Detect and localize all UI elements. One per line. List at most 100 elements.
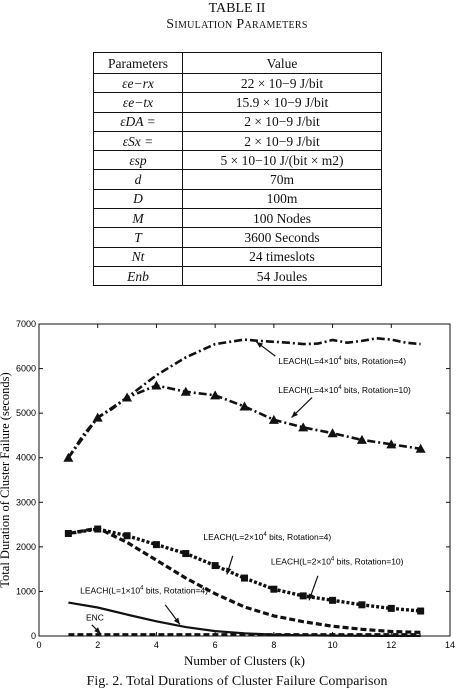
annotation-arrowhead	[173, 617, 180, 625]
data-point-square	[299, 592, 307, 600]
series-annotation: ENC	[86, 612, 104, 622]
x-tick-label: 10	[328, 640, 338, 650]
series-annotation: LEACH(L=4×104 bits, Rotation=4)	[278, 356, 406, 366]
table-row: M 100 Nodes	[93, 208, 382, 229]
series-annotation: LEACH(L=2×104 bits, Rotation=4)	[203, 532, 331, 542]
data-point-square	[241, 574, 248, 582]
table-row: εsp 5 × 10−10 J/(bit × m2)	[93, 150, 382, 171]
data-point-triangle	[298, 422, 309, 432]
value-cell: 2 × 10−9 J/bit	[182, 130, 382, 152]
value-cell: 100m	[182, 188, 382, 210]
param-cell: D	[93, 188, 183, 210]
y-tick-label: 5000	[16, 408, 36, 418]
header-value: Value	[182, 52, 382, 74]
data-point-triangle	[180, 386, 191, 396]
cluster-failure-chart: 0 2 4 6 8 10 12 14 0 1000 2000 3000 4000 5000 6000 7000…	[0, 319, 455, 668]
series-line	[67, 384, 421, 459]
value-cell: 22 × 10−9 J/bit	[182, 72, 382, 94]
y-tick-label: 2000	[16, 542, 36, 552]
y-tick-label: 4000	[16, 453, 36, 463]
table-row: εDA = 2 × 10−9 J/bit	[93, 111, 382, 132]
value-cell: 100 Nodes	[182, 208, 382, 229]
data-point-triangle	[268, 414, 279, 424]
param-cell: εe−tx	[93, 92, 183, 113]
x-tick-label: 0	[36, 640, 41, 650]
param-cell: M	[93, 208, 183, 229]
table-row: T 3600 Seconds	[93, 227, 382, 248]
value-cell: 54 Joules	[182, 265, 382, 287]
data-point-triangle	[239, 401, 250, 411]
data-point-square	[329, 596, 337, 604]
data-point-triangle	[386, 439, 397, 449]
data-point-triangle	[151, 380, 162, 390]
data-point-square	[152, 541, 160, 549]
series-annotation: LEACH(L=2×104 bits, Rotation=10)	[271, 557, 404, 567]
table-row: εe−rx 22 × 10−9 J/bit	[93, 72, 382, 94]
x-tick-label: 4	[154, 640, 159, 650]
value-cell: 5 × 10−10 J/(bit × m2)	[182, 150, 382, 171]
data-point-square	[182, 550, 190, 558]
data-point-triangle	[63, 452, 74, 462]
table-subtitle: Simulation Parameters	[166, 17, 308, 32]
figure-caption: Fig. 2. Total Durations of Cluster Failu…	[86, 674, 388, 689]
data-point-triangle	[92, 412, 103, 422]
param-cell: εSx =	[93, 130, 183, 152]
param-cell: εsp	[93, 150, 183, 171]
param-cell: Nt	[93, 246, 183, 267]
table-header-row: Parameters Value	[93, 52, 382, 74]
value-cell: 70m	[182, 169, 382, 190]
series-line	[68, 601, 421, 637]
value-cell: 24 timeslots	[182, 246, 382, 267]
table-row: Nt 24 timeslots	[93, 246, 382, 267]
table-title: TABLE II	[208, 1, 266, 16]
data-point-triangle	[210, 390, 221, 400]
data-point-square	[387, 604, 395, 612]
y-tick-label: 7000	[16, 319, 36, 329]
y-tick-label: 1000	[16, 586, 36, 596]
value-cell: 2 × 10−9 J/bit	[182, 111, 382, 132]
x-tick-label: 14	[445, 640, 455, 650]
data-point-triangle	[415, 443, 426, 453]
param-cell: εDA =	[93, 111, 183, 132]
x-tick-label: 12	[386, 640, 396, 650]
value-cell: 15.9 × 10−9 J/bit	[182, 92, 382, 113]
series-line	[68, 526, 421, 634]
x-tick-label: 8	[271, 640, 276, 650]
param-cell: εe−rx	[93, 72, 183, 94]
data-point-triangle	[122, 392, 133, 402]
y-tick-label: 6000	[16, 364, 36, 374]
data-point-square	[270, 585, 278, 593]
x-tick-label: 2	[95, 640, 100, 650]
table-body: εe−rx 22 × 10−9 J/bit εe−tx 15.9 × 10−9 J/b…	[93, 72, 382, 287]
data-point-square	[123, 532, 131, 540]
x-axis-label: Number of Clusters (k)	[184, 653, 305, 668]
data-point-triangle	[327, 428, 338, 438]
annotation-arrowhead	[226, 567, 232, 575]
header-parameters: Parameters	[93, 52, 183, 74]
param-cell: T	[93, 227, 183, 248]
parameters-table: Parameters Value εe−rx 22 × 10−9 J/bit εe−…	[93, 52, 382, 287]
data-point-square	[417, 607, 425, 615]
data-point-square	[211, 562, 219, 570]
value-cell: 3600 Seconds	[182, 227, 382, 248]
data-point-triangle	[356, 434, 367, 444]
annotation-arrowhead	[291, 411, 298, 418]
param-cell: Enb	[93, 265, 183, 287]
y-tick-label: 0	[31, 631, 36, 641]
series-annotation: LEACH(L=1×104 bits, Rotation=4)	[80, 586, 208, 596]
y-axis-label: Total Duration of Cluster Failure (secon…	[0, 372, 12, 587]
series-annotation: LEACH(L=4×104 bits, Rotation=10)	[278, 385, 411, 395]
table-row: εSx = 2 × 10−9 J/bit	[93, 130, 382, 152]
table-row: Enb 54 Joules	[93, 265, 382, 287]
data-point-square	[358, 601, 366, 609]
annotation-arrowhead	[256, 341, 264, 348]
y-tick-label: 3000	[16, 497, 36, 507]
param-cell: d	[93, 169, 183, 190]
x-tick-label: 6	[213, 640, 218, 650]
table-row: εe−tx 15.9 × 10−9 J/bit	[93, 92, 382, 113]
table-row: D 100m	[93, 188, 382, 210]
table-row: d 70m	[93, 169, 382, 190]
data-point-square	[64, 529, 72, 537]
annotation-arrowhead	[94, 627, 101, 634]
annotation-arrowhead	[308, 593, 314, 601]
